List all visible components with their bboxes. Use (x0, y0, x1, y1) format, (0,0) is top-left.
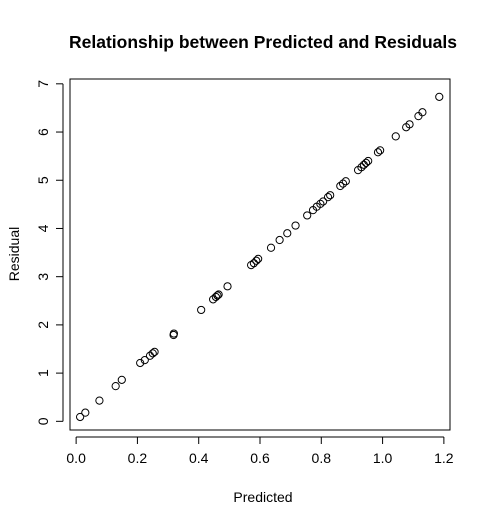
x-tick-label: 0.6 (250, 450, 270, 466)
data-point (316, 199, 325, 208)
x-tick-label: 0.2 (128, 450, 148, 466)
y-tick-label: 5 (35, 176, 51, 184)
y-tick-label: 0 (35, 417, 51, 425)
data-point (136, 358, 145, 368)
y-axis-label: Residual (6, 227, 22, 281)
data-point (266, 243, 276, 252)
data-point (249, 259, 258, 268)
data-point (373, 148, 383, 157)
data-point (148, 349, 157, 358)
data-point (254, 254, 263, 263)
data-point (323, 193, 333, 202)
data-point (376, 146, 385, 155)
data-point (111, 382, 120, 391)
data-point (213, 291, 222, 300)
data-point (81, 408, 90, 417)
data-point (140, 355, 149, 365)
data-point (214, 290, 223, 299)
data-point (95, 396, 104, 405)
y-tick-label: 3 (35, 273, 51, 281)
data-point (435, 92, 444, 101)
data-point (291, 221, 300, 230)
data-point (414, 112, 423, 121)
data-point (247, 261, 256, 270)
data-point (364, 156, 373, 166)
data-point (252, 256, 261, 265)
x-axis: 0.0 0.2 0.4 0.6 0.8 1.0 1.2 (66, 436, 454, 466)
data-point (76, 412, 85, 422)
data-point (405, 120, 414, 129)
plot-frame (69, 78, 451, 431)
data-point (319, 197, 328, 206)
data-point (197, 305, 206, 315)
y-tick-label: 4 (35, 224, 51, 232)
chart-title: Relationship between Predicted and Resid… (69, 32, 457, 52)
data-point (150, 347, 159, 356)
y-axis: 0 1 2 3 4 5 6 7 (35, 80, 64, 425)
y-tick-label: 7 (35, 80, 51, 88)
data-point (341, 177, 350, 186)
x-tick-label: 0.0 (66, 450, 86, 466)
data-point (418, 108, 427, 117)
data-point (169, 329, 178, 338)
data-point (275, 235, 284, 245)
x-tick-label: 1.2 (434, 450, 454, 466)
y-tick-label: 2 (35, 321, 51, 329)
data-point (391, 132, 400, 141)
data-point (211, 292, 220, 302)
data-point (223, 282, 232, 291)
x-axis-label: Predicted (233, 489, 292, 505)
x-tick-label: 0.8 (312, 450, 332, 466)
y-tick-label: 6 (35, 128, 51, 136)
data-points (76, 92, 444, 422)
data-point (117, 375, 126, 384)
data-point (283, 229, 292, 238)
data-point (357, 163, 366, 172)
data-point (326, 191, 335, 200)
y-tick-label: 1 (35, 369, 51, 377)
data-point (338, 179, 348, 188)
x-tick-label: 1.0 (373, 450, 393, 466)
x-tick-label: 0.4 (189, 450, 209, 466)
data-point (361, 158, 371, 167)
data-point (336, 181, 345, 191)
data-point (303, 211, 312, 220)
